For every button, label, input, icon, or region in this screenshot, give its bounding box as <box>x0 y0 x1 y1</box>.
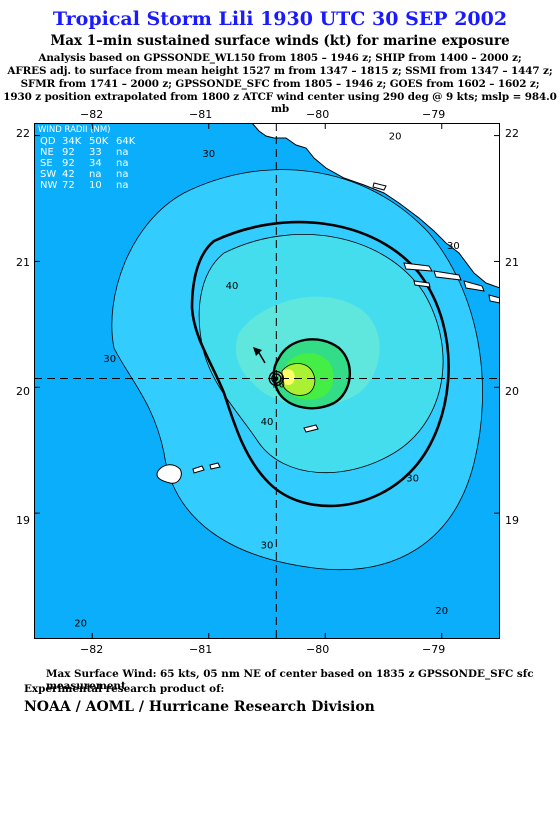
lat-label-left-21: 21 <box>16 256 30 269</box>
lat-label-right-22: 22 <box>505 127 519 140</box>
lat-label-right-20: 20 <box>505 385 519 398</box>
wind-radii-cell: 42 <box>62 169 75 180</box>
wind-radii-cell: SE <box>40 158 53 169</box>
wind-field-map: WIND RADII (NM) QD 34K 50K 64K NE 92 33 na SE 92 3… <box>34 123 500 639</box>
wind-radii-header-cell: 64K <box>116 136 136 147</box>
info-line-3: SFMR from 1741 – 2000 z; GPSSONDE_SFC fr… <box>20 78 540 90</box>
contour-40kt <box>198 234 444 474</box>
storm-motion-arrow <box>253 347 266 364</box>
lon-label-bottom-81: −81 <box>189 643 213 656</box>
cuba-landmass <box>251 123 500 289</box>
lat-label-left-22: 22 <box>16 127 30 140</box>
contour-label: 30 <box>261 540 274 551</box>
cay-7 <box>372 182 387 191</box>
contour-label: 20 <box>389 131 402 142</box>
wind-radii-header-cell: QD <box>40 136 56 147</box>
wind-radii-header-cell: 34K <box>62 136 82 147</box>
wind-radii-cell: 33 <box>89 147 102 158</box>
lon-label-top-80: −80 <box>306 108 330 121</box>
lat-label-right-21: 21 <box>505 256 519 269</box>
contour-label: 30 <box>447 241 460 252</box>
experimental-note: Experimental research product of: <box>24 683 225 695</box>
organization-name: NOAA / AOML / Hurricane Research Divisio… <box>24 699 375 715</box>
contour-50kt <box>272 338 352 410</box>
lon-label-bottom-79: −79 <box>422 643 446 656</box>
cayman-brac-island <box>156 464 182 484</box>
contour-30kt <box>111 169 483 571</box>
contour-label: 20 <box>74 618 87 629</box>
contour-label: 30 <box>103 354 116 365</box>
wind-radii-cell: na <box>89 169 101 180</box>
lon-label-bottom-80: −80 <box>306 643 330 656</box>
wind-radii-cell: na <box>116 158 128 169</box>
wind-radii-cell: NW <box>40 180 57 191</box>
contour-label: 20 <box>435 606 448 617</box>
cayman-island-2 <box>192 465 205 474</box>
contour-34kt <box>190 220 450 508</box>
cay-5 <box>488 294 500 304</box>
max-wind-note: Max Surface Wind: 65 kts, 05 nm NE of ce… <box>46 668 534 692</box>
contour-label: 40 <box>226 281 239 292</box>
map-frame <box>34 123 500 639</box>
wind-radii-title: WIND RADII (NM) <box>38 125 110 135</box>
wind-radii-cell: 92 <box>62 147 75 158</box>
cay-6 <box>303 424 319 433</box>
contour-60kt <box>281 363 316 396</box>
wind-radii-header-cell: 50K <box>89 136 109 147</box>
wind-radii-cell: 34 <box>89 158 102 169</box>
map-subtitle: Max 1–min sustained surface winds (kt) f… <box>50 33 510 49</box>
wind-radii-cell: na <box>116 180 128 191</box>
info-line-1: Analysis based on GPSSONDE_WL150 from 18… <box>38 52 522 64</box>
info-line-2: AFRES adj. to surface from mean height 1… <box>7 65 553 77</box>
cayman-island-3 <box>209 462 221 470</box>
cay-3 <box>463 280 485 292</box>
cay-1 <box>403 262 433 272</box>
wind-radii-cell: na <box>116 169 128 180</box>
wind-radii-cell: NE <box>40 147 54 158</box>
wind-radii-table: WIND RADII (NM) QD 34K 50K 64K NE 92 33 na SE 92 3… <box>38 125 136 191</box>
contour-label: 40 <box>261 417 274 428</box>
lon-label-top-79: −79 <box>422 108 446 121</box>
contour-label: 30 <box>406 474 419 485</box>
cay-4 <box>413 280 431 288</box>
lon-label-top-81: −81 <box>189 108 213 121</box>
lat-label-right-19: 19 <box>505 514 519 527</box>
info-line-4: 1930 z position extrapolated from 1800 z… <box>3 91 557 115</box>
wind-radii-cell: 92 <box>62 158 75 169</box>
lon-label-bottom-82: −82 <box>80 643 104 656</box>
wind-radii-cell: SW <box>40 169 56 180</box>
wind-radii-cell: na <box>116 147 128 158</box>
wind-radii-cell: 72 <box>62 180 75 191</box>
wind-radii-cell: 10 <box>89 180 102 191</box>
map-title: Tropical Storm Lili 1930 UTC 30 SEP 2002 <box>52 8 508 30</box>
cay-2 <box>433 270 462 281</box>
lon-label-top-82: −82 <box>80 108 104 121</box>
lat-label-left-19: 19 <box>16 514 30 527</box>
contour-label: 30 <box>202 149 215 160</box>
contour-label: 50 <box>272 379 285 390</box>
storm-center-symbol <box>268 370 285 387</box>
lat-label-left-20: 20 <box>16 385 30 398</box>
